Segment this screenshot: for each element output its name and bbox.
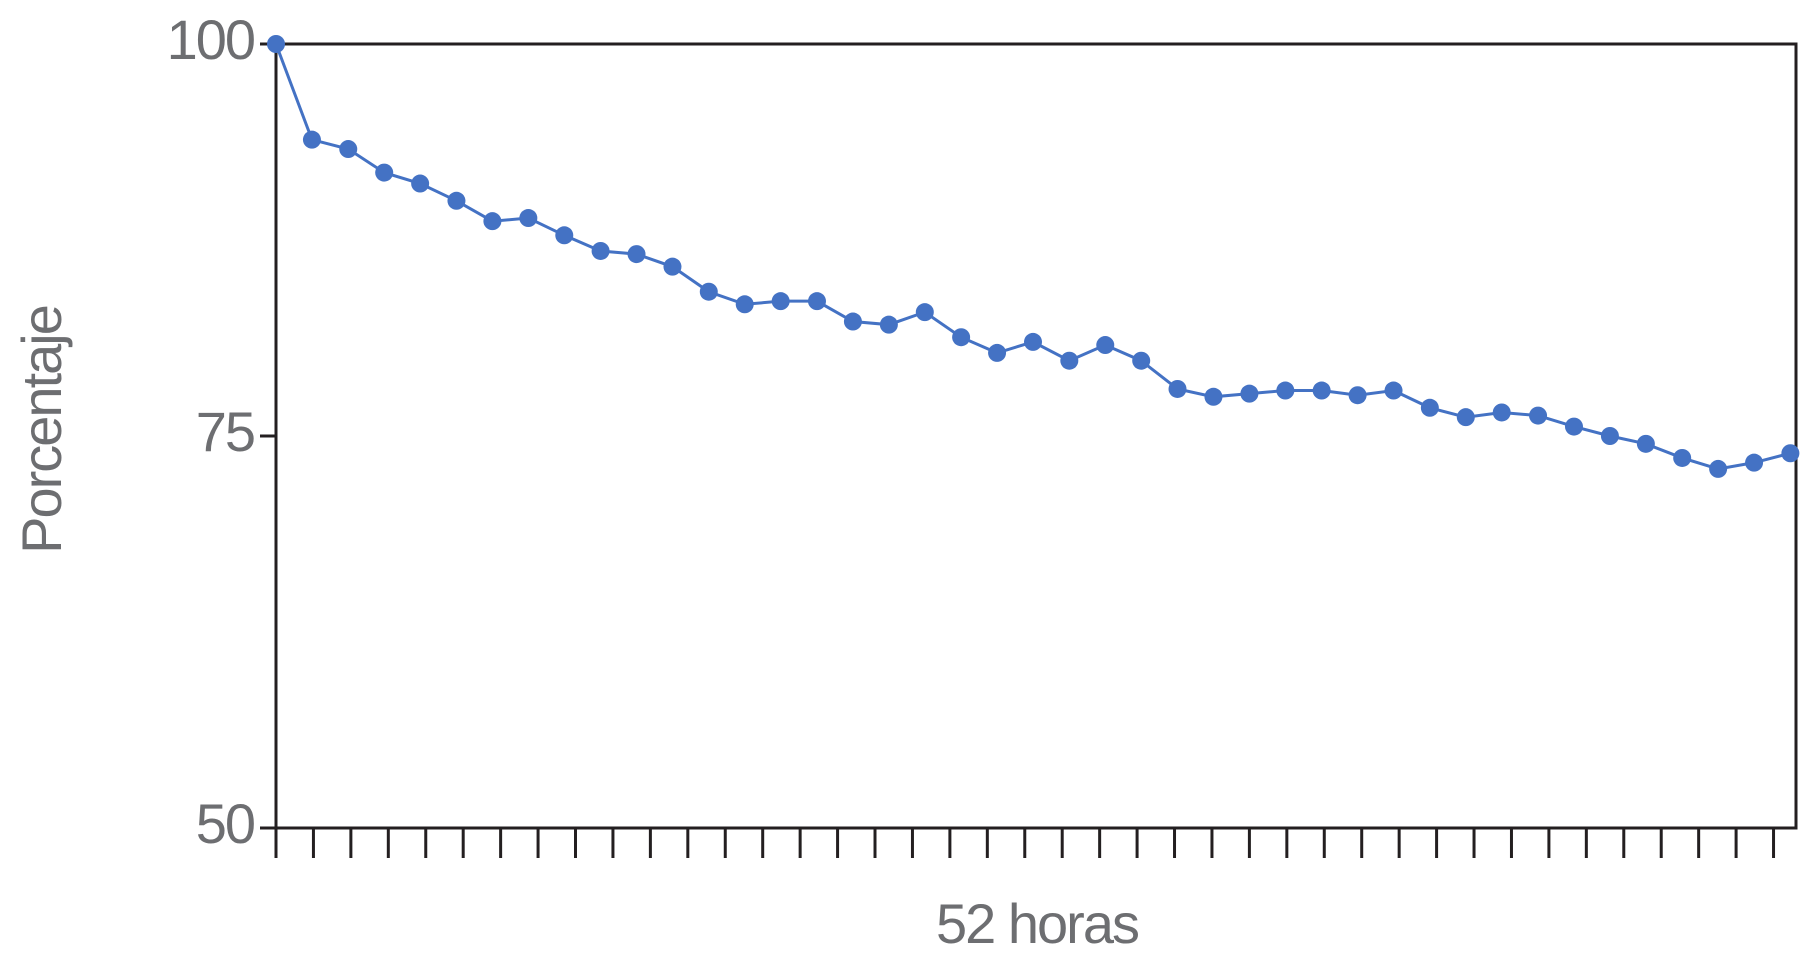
data-point [1312,381,1331,400]
data-point [1168,379,1187,398]
data-point [1420,398,1439,417]
data-point [519,209,538,228]
data-line [274,43,1791,471]
data-point [1745,453,1764,472]
data-point [1060,351,1079,370]
data-point [807,292,826,311]
data-point [735,295,754,314]
data-point [771,292,790,311]
data-point [952,328,971,347]
data-point [988,343,1007,362]
data-point [1636,434,1655,453]
data-point [591,241,610,260]
data-point [879,315,898,334]
data-point [1600,427,1619,445]
data-point [267,35,285,53]
data-point [1529,406,1548,425]
data-point [843,312,862,331]
data-point [447,191,466,210]
data-point [1132,351,1151,370]
data-point [699,282,718,301]
data-point [483,212,502,231]
data-point [375,163,394,182]
data-point [1348,386,1367,405]
data-point [1024,332,1043,351]
data-point [1240,384,1259,403]
data-point [302,130,321,149]
data-point [1276,381,1295,400]
y-axis-title: Porcentaje [10,306,73,554]
y-tick-label: 75 [196,400,254,463]
data-point [1096,336,1115,355]
plot-frame [274,42,1798,830]
data-point [1456,408,1475,427]
data-point [663,257,682,276]
y-tick-label: 100 [167,8,254,71]
data-point [1781,444,1800,463]
y-tick-label: 50 [196,792,254,855]
data-point [1384,381,1403,400]
data-point [339,140,358,159]
data-point [555,226,574,245]
data-point [1204,387,1223,406]
data-point [1673,448,1692,467]
data-point [411,174,430,193]
data-point [1709,459,1728,478]
data-point [1492,403,1511,422]
data-point [1564,417,1583,436]
data-point [915,303,934,322]
data-point [627,245,646,264]
x-axis-title: 52 horas [936,892,1138,955]
